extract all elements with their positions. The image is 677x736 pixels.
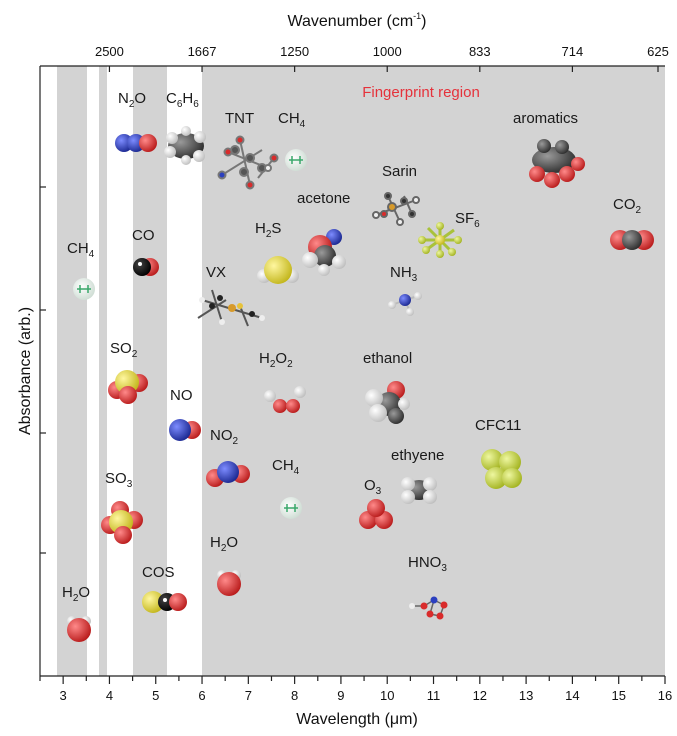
tnt-molecule-icon: [217, 135, 279, 190]
bottom-axis-ticks: 3 4 5 6 7 8 9 10 11 12 13 14 15 16: [39, 676, 672, 703]
bottom-tick-label: 6: [198, 688, 205, 703]
label-ethanol: ethanol: [363, 350, 412, 367]
label-cos: COS: [142, 564, 175, 581]
top-tick-label: 2500: [95, 44, 124, 59]
molecule-labels: N2O C6H6 TNT CH4 aromatics Sarin acetone…: [62, 90, 642, 604]
top-tick-label: 833: [469, 44, 491, 59]
label-so2: SO2: [110, 340, 138, 360]
label-sarin: Sarin: [382, 163, 417, 180]
benzene-molecule-icon: [164, 126, 206, 165]
cfc11-molecule-icon: [481, 449, 522, 489]
ozone-molecule-icon: [359, 499, 393, 529]
bottom-tick-label: 13: [519, 688, 533, 703]
label-aromatics: aromatics: [513, 110, 578, 127]
bottom-tick-label: 16: [658, 688, 672, 703]
label-cfc11: CFC11: [475, 417, 521, 434]
label-h2o-left: H2O: [62, 584, 90, 604]
fingerprint-band: [202, 66, 665, 676]
h2s-molecule-icon: [257, 256, 299, 284]
bottom-tick-label: 14: [565, 688, 579, 703]
top-tick-label: 1000: [373, 44, 402, 59]
y-axis-ticks: [40, 186, 46, 554]
no2-molecule-icon: [206, 461, 250, 487]
label-vx: VX: [206, 264, 226, 281]
label-o3: O3: [364, 477, 382, 497]
label-h2s: H2S: [255, 220, 281, 240]
molecule-icons: [67, 126, 654, 642]
label-c6h6: C6H6: [166, 90, 199, 110]
vx-molecule-icon: [197, 289, 265, 327]
label-acetone: acetone: [297, 190, 350, 207]
top-axis-ticks: 2500 1667 1250 1000 833 714 625: [95, 44, 669, 72]
y-axis-title: Absorbance (arb.): [17, 307, 34, 435]
label-nh3: NH3: [390, 264, 418, 284]
co2-molecule-icon: [610, 230, 654, 250]
top-tick-label: 1667: [188, 44, 217, 59]
absorption-bands: [57, 66, 665, 676]
aromatics-molecule-icon: [529, 139, 585, 188]
top-tick-label: 714: [562, 44, 584, 59]
bottom-tick-label: 7: [245, 688, 252, 703]
label-co: CO: [132, 227, 155, 244]
bottom-tick-label: 5: [152, 688, 159, 703]
water-molecule-icon: [217, 570, 241, 596]
h2o2-molecule-icon: [264, 386, 306, 413]
sf6-molecule-icon: [418, 222, 462, 258]
n2o-molecule-icon: [115, 134, 157, 152]
top-tick-label: 1250: [280, 44, 309, 59]
band-1: [57, 66, 87, 676]
methane-molecule-icon: [280, 497, 302, 519]
band-3: [133, 66, 167, 676]
ethanol-molecule-icon: [365, 381, 410, 424]
nitric-acid-molecule-icon: [409, 596, 448, 620]
bottom-tick-label: 15: [611, 688, 625, 703]
so2-molecule-icon: [108, 370, 148, 404]
bottom-axis-title: Wavelength (μm): [296, 711, 418, 728]
bottom-tick-label: 10: [380, 688, 394, 703]
label-no2: NO2: [210, 427, 239, 447]
label-ch4-left: CH4: [67, 240, 95, 260]
label-so3: SO3: [105, 470, 133, 490]
bottom-tick-label: 11: [427, 688, 441, 703]
label-ch4-top: CH4: [278, 110, 306, 130]
so3-molecule-icon: [101, 501, 143, 544]
label-ethyene: ethyene: [391, 447, 444, 464]
acetone-molecule-icon: [302, 229, 346, 276]
axes-frame: [39, 65, 665, 677]
top-axis-title: Wavenumber (cm-1): [288, 11, 427, 30]
label-h2o-mid: H2O: [210, 534, 238, 554]
ethylene-molecule-icon: [401, 477, 437, 504]
label-sf6: SF6: [455, 210, 480, 230]
no-molecule-icon: [169, 419, 201, 441]
cos-molecule-icon: [142, 591, 187, 613]
top-tick-label: 625: [647, 44, 669, 59]
bottom-tick-label: 9: [337, 688, 344, 703]
bottom-tick-label: 12: [473, 688, 487, 703]
bottom-tick-label: 4: [106, 688, 113, 703]
label-co2: CO2: [613, 196, 642, 216]
label-h2o2: H2O2: [259, 350, 293, 370]
label-tnt: TNT: [225, 110, 254, 127]
label-n2o: N2O: [118, 90, 146, 110]
methane-molecule-icon: [285, 149, 307, 171]
ammonia-molecule-icon: [388, 292, 422, 316]
water-molecule-icon: [67, 616, 91, 642]
fingerprint-region-label: Fingerprint region: [362, 84, 480, 101]
sarin-molecule-icon: [372, 192, 420, 226]
label-hno3: HNO3: [408, 554, 447, 574]
band-2: [99, 66, 107, 676]
bottom-tick-label: 3: [60, 688, 67, 703]
methane-molecule-icon: [73, 278, 95, 300]
bottom-tick-label: 8: [291, 688, 298, 703]
label-no: NO: [170, 387, 193, 404]
co-molecule-icon: [133, 258, 159, 276]
label-ch4-mid: CH4: [272, 457, 300, 477]
